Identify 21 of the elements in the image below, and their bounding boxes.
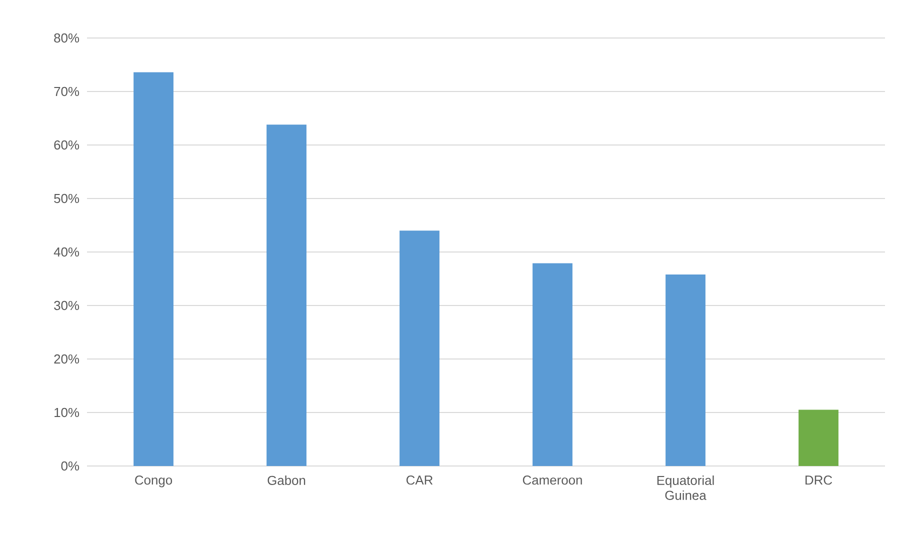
y-tick-label: 40% [54,247,80,257]
bar [798,410,838,466]
bar [266,124,306,466]
y-tick-label: 60% [54,140,80,150]
bar [134,72,174,466]
y-tick-label: 10% [54,408,80,418]
y-tick-label: 50% [54,194,80,204]
bar [532,263,572,466]
bar [666,274,706,466]
y-tick-label: 70% [54,86,80,96]
y-tick-label: 20% [54,354,80,364]
bar [400,230,440,466]
y-tick-label: 80% [54,33,80,43]
x-tick-label: Cameroon [522,476,582,485]
x-tick-label: CAR [406,476,433,485]
y-tick-label: 0% [61,461,80,471]
x-tick-label: Congo [135,476,172,488]
x-tick-label: DRC [806,476,832,485]
y-tick-label: 30% [54,300,80,310]
x-tick-label: Gabon [268,476,306,486]
x-tick-label: Equatorial Guinea [657,476,714,500]
